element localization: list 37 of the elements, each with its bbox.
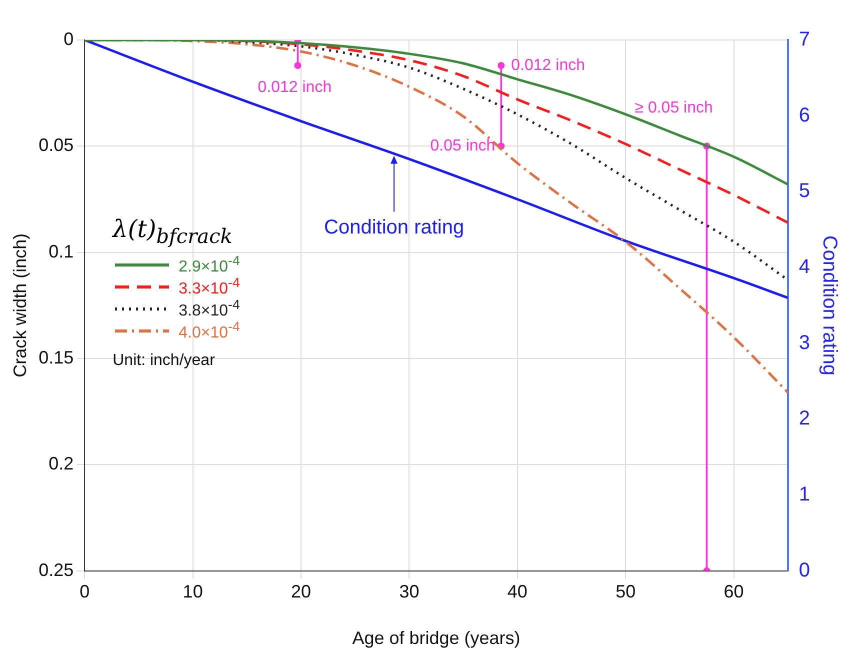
- y2-tick-label: 0: [798, 559, 810, 582]
- annotation: 0.012 inch: [511, 56, 586, 74]
- y-tick-label: 0.2: [48, 454, 74, 474]
- legend-label: 2.9×10$^{-4}$: [178, 253, 240, 277]
- annotation: ≥ 0.05 inch: [634, 100, 713, 117]
- legend-title: λ(t)$_{bfcrack}$: [112, 215, 234, 248]
- legend-label: 4.0×10$^{-4}$: [178, 319, 240, 343]
- annotation: 0.012 inch: [258, 78, 332, 96]
- x-tick-label: 60: [724, 582, 744, 602]
- x-axis-title: Age of bridge (years): [352, 628, 520, 648]
- y-tick-label: 0.1: [48, 241, 74, 262]
- y-tick-label: 0.25: [38, 560, 74, 580]
- x-tick-label: 20: [291, 582, 312, 602]
- annotation: 0.05 inch: [430, 138, 496, 155]
- legend-label: 3.8×10$^{-4}$: [178, 297, 240, 321]
- point: [498, 62, 505, 69]
- y2-tick-label: 3: [798, 332, 810, 354]
- y2-tick-label: 6: [798, 104, 810, 126]
- legend-label: 3.3×10$^{-4}$: [178, 275, 240, 299]
- annotation: Unit: inch/year: [112, 352, 216, 370]
- x-tick-label: 40: [507, 582, 528, 602]
- y2-tick-label: 2: [798, 408, 810, 430]
- y2-tick-label: 1: [798, 483, 810, 506]
- y-tick-label: 0.15: [38, 347, 74, 368]
- y2-axis-title: Condition rating: [818, 235, 840, 376]
- series-label: Condition rating: [324, 216, 464, 238]
- y2-tick-label: 5: [798, 180, 810, 202]
- x-tick-label: 30: [399, 582, 420, 602]
- x-tick-label: 10: [182, 582, 203, 602]
- point: [294, 62, 302, 69]
- y-tick-label: 0: [64, 28, 74, 49]
- x-tick-label: 0: [80, 582, 90, 602]
- y2-tick-label: 4: [798, 256, 810, 278]
- y2-tick-label: 7: [798, 28, 810, 51]
- y-tick-label: 0.05: [38, 135, 74, 156]
- x-tick-label: 50: [616, 582, 636, 602]
- y-axis-title: Crack width (inch): [10, 233, 30, 378]
